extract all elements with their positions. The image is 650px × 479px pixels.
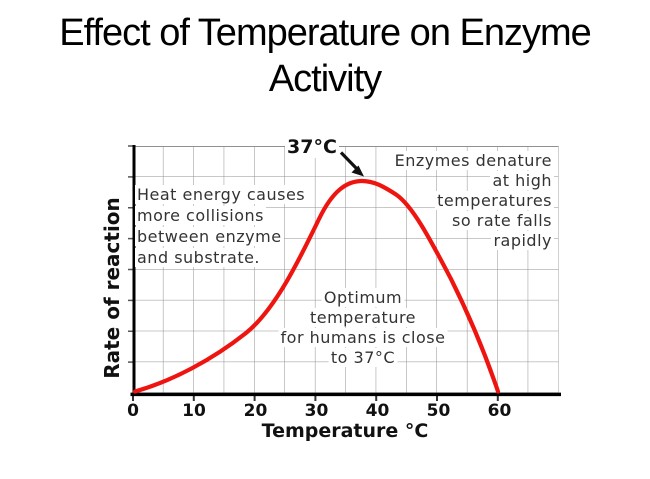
annotation-optimum-line2: temperature [307,308,419,327]
annotation-denature-line3: temperatures [435,191,554,210]
annotation-heat-line3: between enzyme [135,227,284,246]
annotation-denature-line2: at high [490,171,554,190]
annotation-optimum-line4: to 37°C [328,348,398,367]
annotation-denature: Enzymes denature at high temperatures so… [392,151,554,251]
x-tick-20: 20 [243,401,268,421]
annotation-heat-line2: more collisions [135,206,266,225]
annotation-optimum-line3: for humans is close [278,328,448,347]
annotation-heat-line4: and substrate. [135,248,263,267]
annotation-heat-energy: Heat energy causes more collisions betwe… [135,184,308,268]
x-tick-10: 10 [182,401,206,421]
x-tick-40: 40 [365,401,390,421]
annotation-denature-line1: Enzymes denature [392,151,554,170]
x-axis-label: Temperature °C [261,420,429,442]
x-tick-30: 30 [304,401,329,421]
y-axis-ticks [128,145,133,363]
page-title: Effect of Temperature on Enzyme Activity [0,10,650,102]
annotation-optimum-line1: Optimum [321,288,405,307]
page-title-line1: Effect of Temperature on Enzyme [59,12,592,54]
annotation-heat-line1: Heat energy causes [135,185,308,204]
annotation-optimum: Optimum temperature for humans is close … [278,288,448,368]
rate-curve [132,178,501,394]
peak-temperature-label: 37°C [285,136,339,158]
annotation-denature-line5: rapidly [491,231,554,250]
page-title-line2: Activity [268,58,382,100]
y-axis-label: Rate of reaction [100,197,124,379]
annotation-denature-line4: so rate falls [450,211,554,230]
peak-arrow [339,151,364,177]
x-tick-50: 50 [426,401,451,421]
x-axis-ticks [132,396,499,401]
x-tick-60: 60 [487,401,512,421]
x-tick-0: 0 [127,401,139,421]
